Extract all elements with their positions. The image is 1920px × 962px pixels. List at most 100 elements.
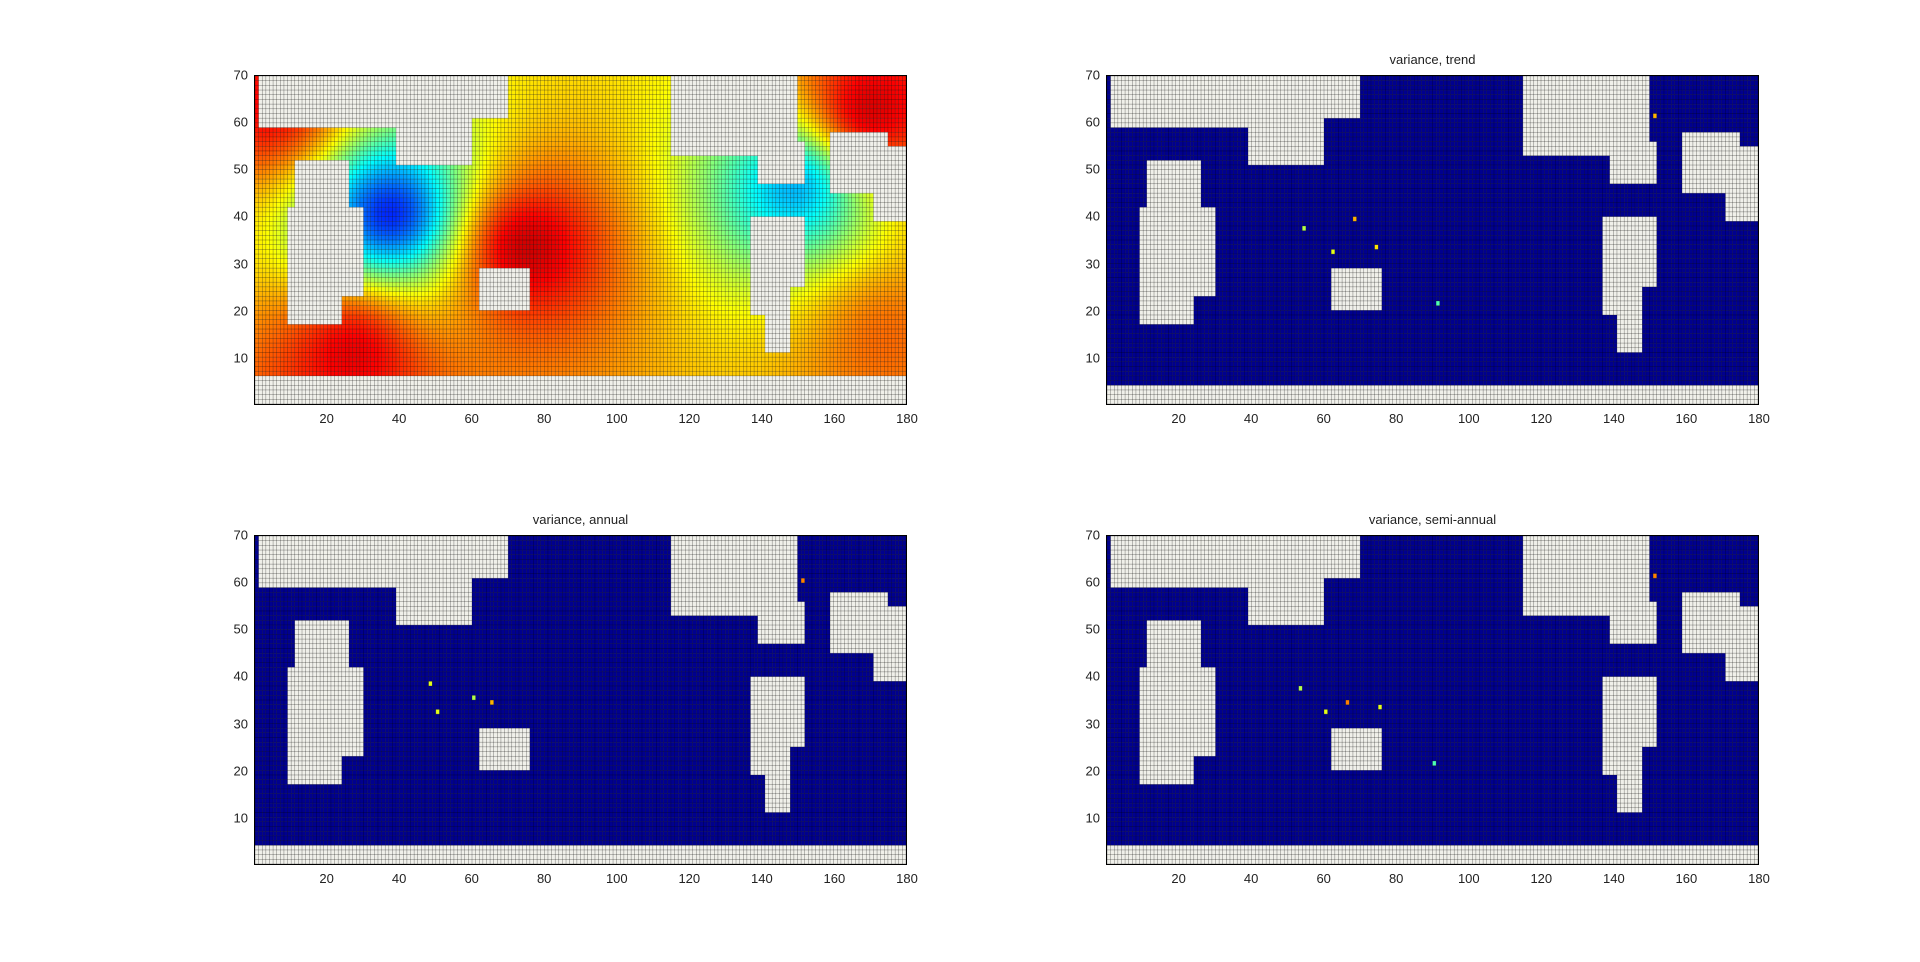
heatmap-cell bbox=[544, 338, 548, 344]
heatmap-cell bbox=[609, 286, 614, 292]
heatmap-cell bbox=[830, 338, 834, 344]
heatmap-cell bbox=[349, 357, 353, 362]
heatmap-cell bbox=[645, 361, 650, 367]
heatmap-cell bbox=[424, 291, 429, 297]
land-cell bbox=[367, 389, 371, 395]
heatmap-cell bbox=[641, 333, 646, 339]
heatmap-cell bbox=[551, 343, 556, 348]
heatmap-cell bbox=[855, 343, 860, 348]
land-cell bbox=[721, 399, 726, 404]
heatmap-cell bbox=[276, 329, 281, 334]
heatmap-cell bbox=[848, 300, 852, 306]
land-cell bbox=[472, 380, 476, 386]
heatmap-cell bbox=[797, 361, 802, 367]
heatmap-cell bbox=[721, 347, 726, 353]
heatmap-cell bbox=[367, 338, 371, 344]
land-cell bbox=[692, 375, 697, 381]
heatmap-cell bbox=[446, 329, 451, 334]
heatmap-cell bbox=[562, 329, 567, 334]
heatmap-cell bbox=[399, 272, 404, 278]
heatmap-cell bbox=[276, 352, 281, 358]
heatmap-cell bbox=[359, 314, 364, 320]
land-cell bbox=[482, 385, 487, 390]
heatmap-cell bbox=[605, 291, 610, 297]
heatmap-cell bbox=[428, 347, 433, 353]
land-cell bbox=[569, 380, 574, 386]
heatmap-cell bbox=[316, 366, 321, 372]
heatmap-cell bbox=[884, 361, 888, 367]
heatmap-cell bbox=[848, 277, 852, 283]
heatmap-cell bbox=[707, 324, 711, 330]
heatmap-cell bbox=[403, 329, 407, 334]
heatmap-cell bbox=[533, 272, 538, 278]
heatmap-cell bbox=[667, 371, 671, 376]
heatmap-cell bbox=[537, 347, 541, 353]
heatmap-cell bbox=[529, 310, 534, 316]
heatmap-cell bbox=[797, 314, 802, 320]
heatmap-cell bbox=[439, 282, 444, 287]
land-cell bbox=[652, 399, 657, 404]
land-cell bbox=[519, 385, 523, 390]
heatmap-cell bbox=[594, 272, 599, 278]
heatmap-cell bbox=[305, 329, 310, 334]
heatmap-cell bbox=[613, 361, 617, 367]
land-cell bbox=[783, 347, 787, 353]
heatmap-cell bbox=[403, 352, 407, 358]
land-cell bbox=[392, 394, 397, 400]
heatmap-cell bbox=[533, 352, 538, 358]
heatmap-cell bbox=[298, 347, 303, 353]
land-cell bbox=[515, 300, 520, 306]
heatmap-cell bbox=[334, 343, 339, 348]
heatmap-cell bbox=[594, 361, 599, 367]
land-cell bbox=[414, 399, 418, 404]
heatmap-cell bbox=[255, 319, 259, 325]
land-cell bbox=[848, 375, 852, 381]
heatmap-cell bbox=[396, 361, 400, 367]
heatmap-cell bbox=[627, 286, 632, 292]
heatmap-cell bbox=[790, 314, 794, 320]
heatmap-cell bbox=[475, 300, 480, 306]
land-cell bbox=[526, 291, 530, 297]
land-cell bbox=[775, 324, 780, 330]
heatmap-cell bbox=[652, 333, 657, 339]
heatmap-cell bbox=[428, 366, 433, 372]
land-cell bbox=[544, 380, 548, 386]
heatmap-cell bbox=[768, 357, 773, 362]
land-cell bbox=[641, 399, 646, 404]
heatmap-cell bbox=[898, 305, 903, 311]
heatmap-cell bbox=[587, 282, 592, 287]
heatmap-cell bbox=[652, 366, 657, 372]
heatmap-cell bbox=[283, 361, 288, 367]
heatmap-cell bbox=[312, 366, 317, 372]
heatmap-cell bbox=[443, 277, 447, 283]
heatmap-cell bbox=[884, 333, 888, 339]
heatmap-cell bbox=[472, 324, 476, 330]
heatmap-cell bbox=[707, 329, 711, 334]
heatmap-cell bbox=[547, 352, 552, 358]
heatmap-cell bbox=[815, 310, 820, 316]
heatmap-cell bbox=[620, 357, 624, 362]
land-cell bbox=[649, 380, 653, 386]
heatmap-cell bbox=[808, 291, 813, 297]
heatmap-cell bbox=[367, 296, 371, 301]
heatmap-cell bbox=[479, 329, 483, 334]
heatmap-cell bbox=[819, 347, 823, 353]
heatmap-cell bbox=[519, 314, 523, 320]
heatmap-cell bbox=[526, 329, 530, 334]
heatmap-cell bbox=[667, 277, 671, 283]
heatmap-cell bbox=[678, 366, 682, 372]
heatmap-cell bbox=[468, 366, 473, 372]
land-cell bbox=[631, 389, 635, 395]
heatmap-cell bbox=[598, 314, 603, 320]
heatmap-cell bbox=[786, 357, 791, 362]
land-cell bbox=[667, 389, 671, 395]
heatmap-cell bbox=[265, 272, 270, 278]
heatmap-cell bbox=[316, 333, 321, 339]
land-cell bbox=[287, 300, 292, 306]
heatmap-cell bbox=[797, 352, 802, 358]
heatmap-cell bbox=[587, 338, 592, 344]
heatmap-cell bbox=[584, 305, 588, 311]
land-cell bbox=[754, 291, 758, 297]
heatmap-cell bbox=[627, 366, 632, 372]
heatmap-cell bbox=[641, 314, 646, 320]
